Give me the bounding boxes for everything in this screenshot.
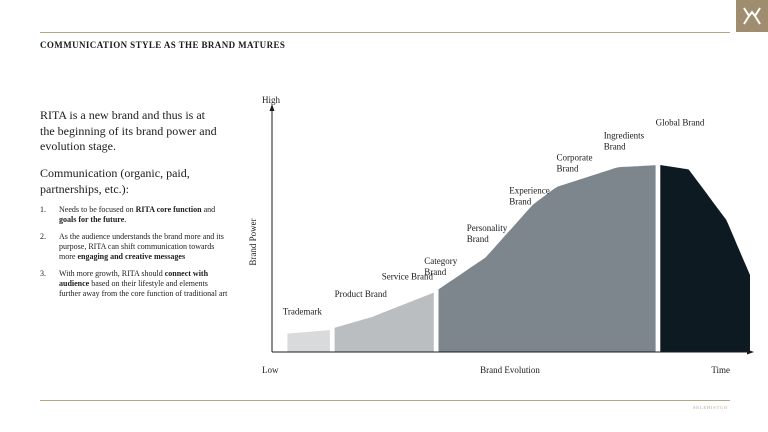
stage-label-line: Personality — [467, 223, 508, 233]
step-item: 3. With more growth, RITA should connect … — [40, 269, 230, 299]
step-text: Needs to be focused on — [59, 205, 136, 214]
top-divider — [40, 32, 730, 33]
footer-mark: SELEHISTCO — [693, 405, 728, 410]
stage-label-line: Brand — [557, 164, 579, 174]
x-start-label: Low — [262, 365, 279, 375]
stage-label-line: Corporate — [557, 153, 593, 163]
step-emphasis: connect with audience — [59, 269, 209, 288]
stage-label: Service Brand — [382, 271, 434, 281]
bottom-divider — [40, 400, 730, 401]
stage-label-line: Brand — [604, 142, 626, 152]
logo — [736, 0, 768, 32]
stage-label-line: Brand — [424, 267, 446, 277]
stage-label: Trademark — [283, 307, 323, 317]
step-item: 1. Needs to be focused on RITA core funct… — [40, 205, 230, 225]
step-number: 3. — [40, 269, 46, 278]
stage-label-line: Ingredients — [604, 131, 645, 141]
area-stage-4 — [660, 165, 750, 352]
slide-title: COMMUNICATION STYLE AS THE BRAND MATURES — [40, 40, 286, 50]
step-text: based on their lifestyle and elements fu… — [59, 279, 228, 298]
step-emphasis: RITA core function — [135, 205, 202, 214]
stage-label-line: Brand — [509, 197, 531, 207]
chart-areas — [287, 165, 750, 352]
step-text: As the audience understands the brand mo… — [59, 232, 224, 261]
stage-label: Experience Brand — [509, 186, 549, 207]
step-item: 2. As the audience understands the brand … — [40, 232, 230, 262]
area-stage-1 — [287, 330, 330, 352]
stage-label: Category Brand — [424, 256, 457, 277]
stage-label: Personality Brand — [467, 223, 508, 244]
y-axis-label: Brand Power — [248, 218, 258, 265]
stage-label-line: Experience — [509, 186, 549, 196]
communication-heading: Communication (organic, paid, partnershi… — [40, 166, 190, 196]
steps-list: 1. Needs to be focused on RITA core funct… — [40, 205, 230, 306]
intro-text: RITA is a new brand and thus is at the b… — [40, 108, 217, 153]
monogram-icon — [743, 7, 761, 25]
step-text: and — [201, 205, 216, 214]
y-top-label: High — [262, 95, 281, 105]
x-end-label: Time — [711, 365, 730, 375]
stage-label: Ingredients Brand — [604, 131, 645, 152]
stage-label: Global Brand — [656, 117, 705, 127]
area-stage-2 — [334, 292, 434, 352]
area-stage-3 — [438, 165, 656, 352]
stage-label-line: Brand — [467, 234, 489, 244]
stage-label: Corporate Brand — [557, 153, 593, 174]
step-number: 2. — [40, 232, 46, 241]
step-text: . — [124, 215, 127, 224]
x-axis-label: Brand Evolution — [480, 365, 540, 375]
step-number: 1. — [40, 205, 46, 214]
step-emphasis: engaging and creative messages — [77, 252, 186, 261]
y-axis-arrow — [269, 104, 275, 111]
step-text: With more growth, RITA should — [59, 269, 165, 278]
step-emphasis: goals for the future — [59, 215, 125, 224]
stage-label: Product Brand — [335, 289, 388, 299]
stage-label-line: Category — [424, 256, 457, 266]
x-axis-arrow — [747, 349, 754, 355]
chart-axes — [269, 104, 754, 355]
